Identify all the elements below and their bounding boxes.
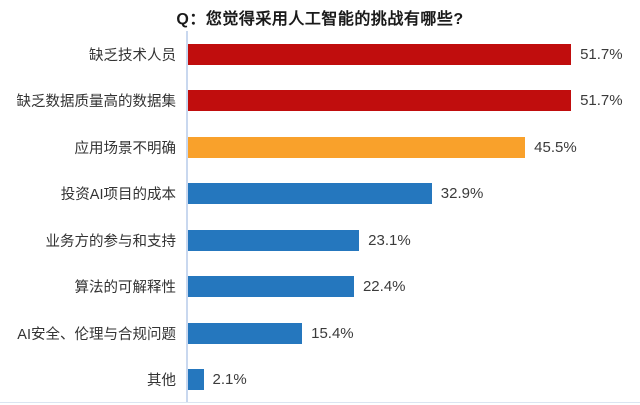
bar-zone: 15.4% [181,310,640,357]
bar-row: 缺乏技术人员 51.7% [0,31,640,78]
category-label: 投资AI项目的成本 [60,187,176,204]
bar-zone: 22.4% [181,264,640,311]
bar [188,276,354,298]
value-label: 23.1% [368,231,411,249]
y-axis-line [186,31,188,403]
category-label: AI安全、伦理与合规问题 [17,326,176,343]
value-label: 45.5% [534,138,577,156]
value-label: 51.7% [580,92,623,110]
bar-zone: 51.7% [181,78,640,125]
x-axis-line [0,402,640,403]
bar [188,136,526,158]
category-label: 应用场景不明确 [74,140,177,157]
category-label: 业务方的参与和支持 [45,233,177,250]
category-label: 算法的可解释性 [74,280,177,297]
value-label: 22.4% [362,278,406,296]
bar-row: 缺乏数据质量高的数据集 51.7% [0,78,640,125]
bar-zone: 51.7% [181,31,640,78]
bar [188,229,360,251]
bar-zone: 45.5% [181,124,640,171]
bar-row: 其他 2.1% [0,357,640,404]
category-label: 缺乏技术人员 [89,47,176,64]
value-label: 15.4% [311,324,354,342]
category-label: 缺乏数据质量高的数据集 [16,94,177,111]
value-label: 2.1% [212,371,247,389]
bar-row: 业务方的参与和支持 23.1% [0,217,640,264]
category-label: 其他 [147,373,176,390]
bar [188,322,303,344]
bar [188,90,572,112]
value-label: 51.7% [580,45,623,63]
bar [188,43,572,65]
chart-title: Q：您觉得采用人工智能的挑战有哪些? [176,11,464,28]
plot-area: 缺乏技术人员 51.7% 缺乏数据质量高的数据集 51.7% 应用场景不明确 4… [0,31,640,403]
bar-zone: 32.9% [181,171,640,218]
bar-row: AI安全、伦理与合规问题 15.4% [0,310,640,357]
bar [188,369,204,391]
bar [188,183,432,205]
bar-zone: 23.1% [181,217,640,264]
bar-row: 算法的可解释性 22.4% [0,264,640,311]
bar-zone: 2.1% [181,357,640,404]
value-label: 32.9% [440,185,484,203]
bar-row: 投资AI项目的成本 32.9% [0,171,640,218]
bar-row: 应用场景不明确 45.5% [0,124,640,171]
